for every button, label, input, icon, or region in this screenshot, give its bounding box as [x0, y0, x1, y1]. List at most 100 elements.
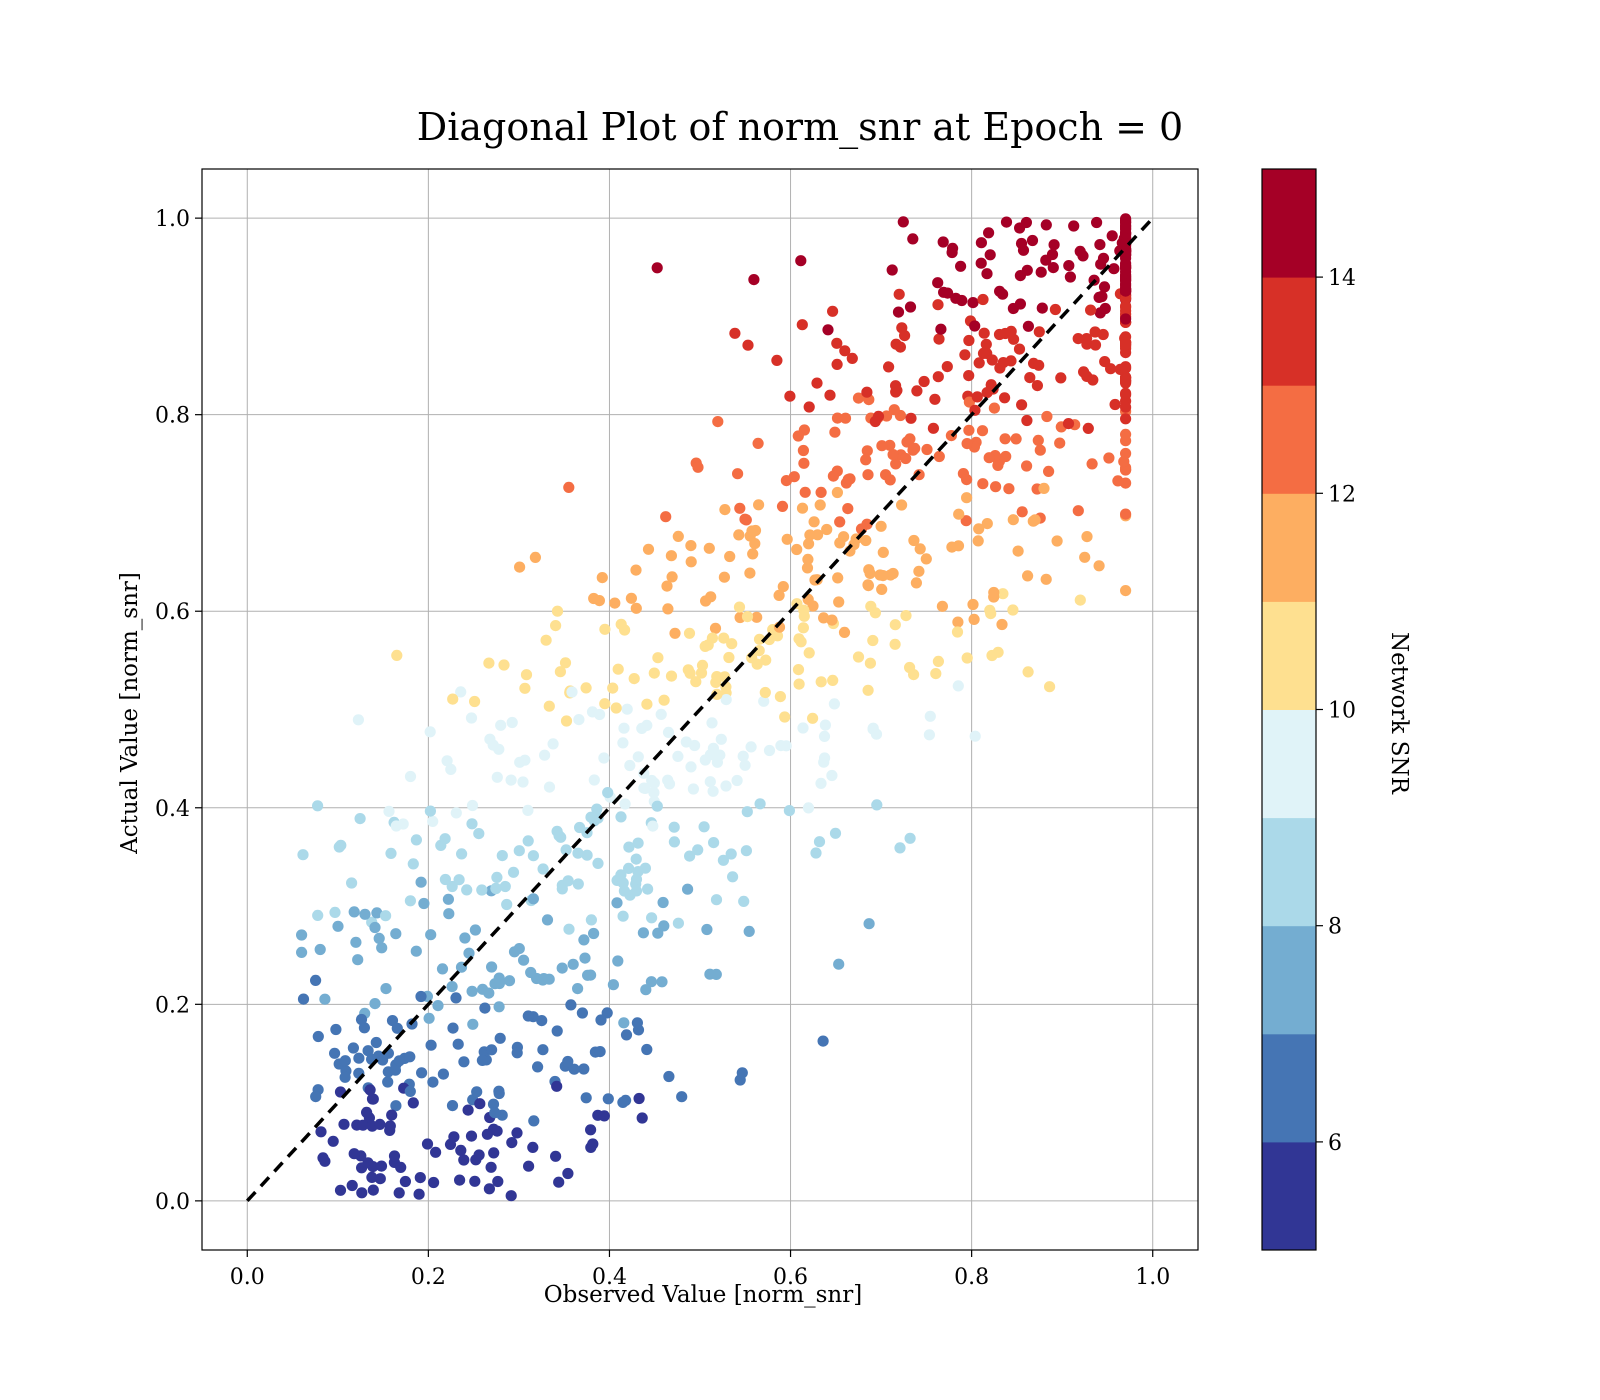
data-point [797, 444, 810, 457]
data-point [867, 722, 879, 734]
data-point [706, 632, 719, 644]
data-point [889, 619, 901, 631]
data-point [618, 1017, 630, 1029]
data-point [771, 354, 783, 366]
data-point [404, 1085, 416, 1097]
data-point [1086, 458, 1098, 470]
data-point [452, 1038, 464, 1050]
data-point [726, 638, 738, 650]
data-point [913, 565, 925, 577]
colorbar-segment [1262, 709, 1316, 819]
data-point [976, 425, 989, 437]
data-point [827, 674, 839, 687]
data-point [631, 1017, 644, 1029]
data-point [436, 963, 449, 975]
data-point [852, 392, 865, 404]
data-point [1120, 283, 1132, 295]
data-point [839, 345, 851, 357]
data-point [961, 438, 973, 450]
data-point [350, 936, 362, 948]
data-point [827, 305, 839, 317]
data-point [551, 1080, 563, 1092]
data-point [969, 730, 981, 742]
data-point [1016, 399, 1028, 411]
data-point [619, 798, 631, 810]
data-point [829, 827, 842, 839]
data-point [463, 947, 475, 959]
data-point [739, 759, 751, 771]
data-point [567, 958, 579, 970]
data-point [711, 671, 723, 683]
data-point [366, 1171, 378, 1183]
data-point [612, 663, 624, 675]
data-point [718, 632, 730, 644]
data-point [537, 1044, 549, 1056]
data-point [889, 638, 901, 650]
data-point [862, 469, 874, 481]
data-point [588, 592, 600, 605]
data-point [376, 942, 388, 954]
data-point [886, 264, 898, 276]
data-point [446, 981, 458, 993]
data-point [560, 844, 572, 856]
data-point [329, 1047, 341, 1059]
data-point [453, 874, 465, 886]
data-point [689, 739, 701, 752]
data-point [890, 458, 902, 470]
data-point [887, 567, 899, 580]
data-point [897, 216, 909, 228]
data-point [932, 655, 945, 668]
data-point [506, 716, 518, 729]
data-point [588, 815, 600, 827]
data-point [981, 518, 993, 530]
data-point [527, 850, 540, 862]
data-point [727, 871, 739, 883]
data-point [1033, 359, 1045, 371]
data-point [977, 293, 989, 306]
data-point [712, 416, 724, 428]
data-point [483, 987, 495, 999]
data-point [731, 774, 743, 787]
data-point [774, 691, 787, 703]
data-point [984, 249, 996, 261]
data-point [446, 1100, 459, 1112]
data-point [894, 842, 906, 854]
data-point [450, 992, 462, 1004]
data-point [519, 754, 531, 766]
data-point [642, 883, 654, 895]
data-point [690, 676, 702, 688]
data-point [1120, 262, 1132, 274]
data-point [802, 553, 814, 566]
data-point [565, 999, 577, 1011]
data-point [410, 834, 422, 846]
data-point [860, 534, 872, 547]
data-point [551, 1025, 563, 1037]
data-point [556, 962, 568, 974]
data-point [1082, 422, 1094, 434]
data-point [362, 1045, 374, 1057]
data-point [1032, 434, 1044, 446]
data-point [496, 850, 508, 862]
data-point [359, 908, 371, 920]
data-point [875, 520, 887, 532]
colorbar-segment [1262, 277, 1316, 386]
data-point [1108, 263, 1120, 275]
data-point [563, 481, 575, 493]
data-point [955, 260, 967, 272]
data-point [458, 1056, 470, 1068]
data-point [652, 652, 664, 664]
data-point [803, 647, 815, 659]
data-point [665, 670, 678, 682]
data-point [1040, 573, 1052, 585]
data-point [1041, 410, 1053, 423]
data-point [666, 571, 678, 583]
data-point [585, 969, 597, 981]
data-point [481, 1128, 493, 1140]
data-point [821, 523, 833, 536]
data-point [310, 1091, 322, 1103]
data-point [662, 774, 674, 786]
data-point [753, 499, 765, 511]
data-point [579, 952, 591, 964]
data-point [1081, 531, 1093, 543]
data-point [466, 799, 479, 812]
